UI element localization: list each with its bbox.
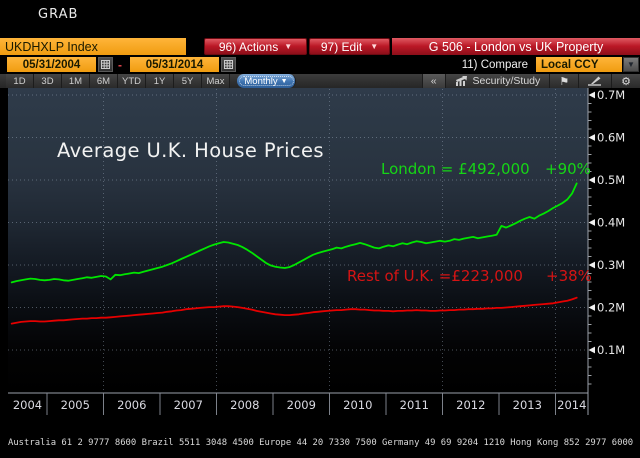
calendar-icon[interactable]	[221, 57, 236, 72]
y-tick-arrow-icon	[588, 219, 595, 226]
range-tab-5y[interactable]: 5Y	[174, 74, 202, 88]
x-year-label: 2006	[117, 398, 146, 412]
date-to-value: 05/31/2014	[145, 58, 204, 71]
chevron-down-icon: ▼	[280, 77, 288, 85]
range-tab-3d[interactable]: 3D	[34, 74, 62, 88]
settings-button[interactable]: ⚙	[611, 74, 640, 88]
edit-label: 97) Edit	[320, 39, 363, 54]
currency-dropdown-button[interactable]: ▼	[623, 57, 639, 72]
calendar-icon[interactable]	[98, 57, 113, 72]
range-tab-6m[interactable]: 6M	[90, 74, 118, 88]
actions-button[interactable]: 96) Actions ▼	[204, 38, 307, 55]
chart-title-text: G 506 - London vs UK Property	[428, 39, 604, 54]
annotate-icon	[588, 76, 602, 86]
period-value: Monthly	[244, 75, 278, 87]
x-year-label: 2009	[287, 398, 316, 412]
y-tick-label: 0.6M	[597, 131, 625, 145]
gear-icon: ⚙	[621, 74, 631, 88]
series-line-rest-of-u-k-	[10, 296, 578, 325]
toolbar-spacer	[296, 74, 422, 88]
plot-background	[8, 88, 588, 393]
y-tick-arrow-icon	[588, 91, 595, 99]
chart-toolbar: 1D 3D 1M 6M YTD 1Y 5Y Max Monthly ▼ « Security/…	[0, 74, 640, 88]
price-chart[interactable]: 0.1M 0.2M 0.3M 0.4M 0.5M 0.6M 0.7M 2004 2005 2006…	[0, 88, 640, 418]
grab-label: GRAB	[38, 7, 79, 22]
x-year-label: 2012	[456, 398, 485, 412]
x-year-label: 2013	[513, 398, 542, 412]
range-tab-1m[interactable]: 1M	[62, 74, 90, 88]
chart-icon	[455, 75, 467, 86]
restofuk-series-label: Rest of U.K. =£223,000	[347, 267, 523, 285]
chart-main-title: Average U.K. House Prices	[57, 139, 324, 162]
security-study-label: Security/Study	[472, 75, 541, 87]
ticker-value: UKDHXLP Index	[5, 39, 98, 54]
chart-title-bar: G 506 - London vs UK Property	[392, 38, 640, 55]
actions-label: 96) Actions	[218, 39, 279, 54]
y-tick-label: 0.2M	[597, 301, 625, 315]
compare-menu-item[interactable]: 11) Compare	[461, 59, 528, 71]
y-tick-label: 0.1M	[597, 343, 625, 357]
y-tick-arrow-icon	[588, 261, 595, 269]
footer-line-1: Australia 61 2 9777 8600 Brazil 5511 304…	[8, 437, 634, 448]
date-from-input[interactable]: 05/31/2004	[7, 57, 96, 72]
y-tick-arrow-icon	[588, 134, 595, 141]
flag-icon: ⚑	[559, 74, 570, 88]
y-tick-arrow-icon	[588, 176, 595, 184]
x-year-label: 2004	[13, 398, 42, 412]
range-tab-max[interactable]: Max	[202, 74, 230, 88]
draw-annotation-button[interactable]	[578, 74, 612, 88]
flag-annotation-button[interactable]: ⚑	[549, 74, 579, 88]
y-tick-arrow-icon	[588, 346, 595, 354]
currency-select[interactable]: Local CCY	[536, 57, 622, 72]
edit-button[interactable]: 97) Edit ▼	[309, 38, 390, 55]
chevron-down-icon: ▼	[370, 41, 379, 51]
bloomberg-footer: Australia 61 2 9777 8600 Brazil 5511 304…	[8, 420, 634, 458]
date-range-separator: -	[118, 57, 122, 72]
security-study-button[interactable]: Security/Study	[444, 74, 550, 88]
range-tab-ytd[interactable]: YTD	[118, 74, 146, 88]
range-tab-1d[interactable]: 1D	[6, 74, 34, 88]
y-tick-label: 0.5M	[597, 173, 625, 187]
london-change-label: +90%	[545, 160, 591, 178]
series-line-london	[10, 182, 578, 284]
london-series-label: London = £492,000	[381, 160, 530, 178]
y-tick-label: 0.7M	[597, 88, 625, 102]
range-tab-1y[interactable]: 1Y	[146, 74, 174, 88]
collapse-panel-button[interactable]: «	[421, 74, 445, 88]
period-dropdown[interactable]: Monthly ▼	[237, 74, 296, 88]
date-from-value: 05/31/2004	[22, 58, 81, 71]
y-tick-label: 0.3M	[597, 258, 625, 272]
x-year-label: 2008	[230, 398, 259, 412]
x-year-label: 2005	[61, 398, 90, 412]
x-year-label: 2010	[343, 398, 372, 412]
y-tick-arrow-icon	[588, 304, 595, 311]
x-year-label: 2011	[400, 398, 429, 412]
restofuk-change-label: +38%	[546, 267, 592, 285]
ticker-input[interactable]: UKDHXLP Index	[0, 38, 186, 55]
range-tab-group: 1D 3D 1M 6M YTD 1Y 5Y Max	[6, 74, 230, 88]
x-year-label: 2014	[557, 398, 586, 412]
chevron-down-icon: ▼	[284, 41, 293, 51]
chart-generated-layer: 0.1M 0.2M 0.3M 0.4M 0.5M 0.6M 0.7M 2004 2005 2006…	[8, 88, 625, 415]
x-year-label: 2007	[174, 398, 203, 412]
currency-value: Local CCY	[541, 58, 599, 71]
date-to-input[interactable]: 05/31/2014	[130, 57, 219, 72]
y-tick-label: 0.4M	[597, 216, 625, 230]
